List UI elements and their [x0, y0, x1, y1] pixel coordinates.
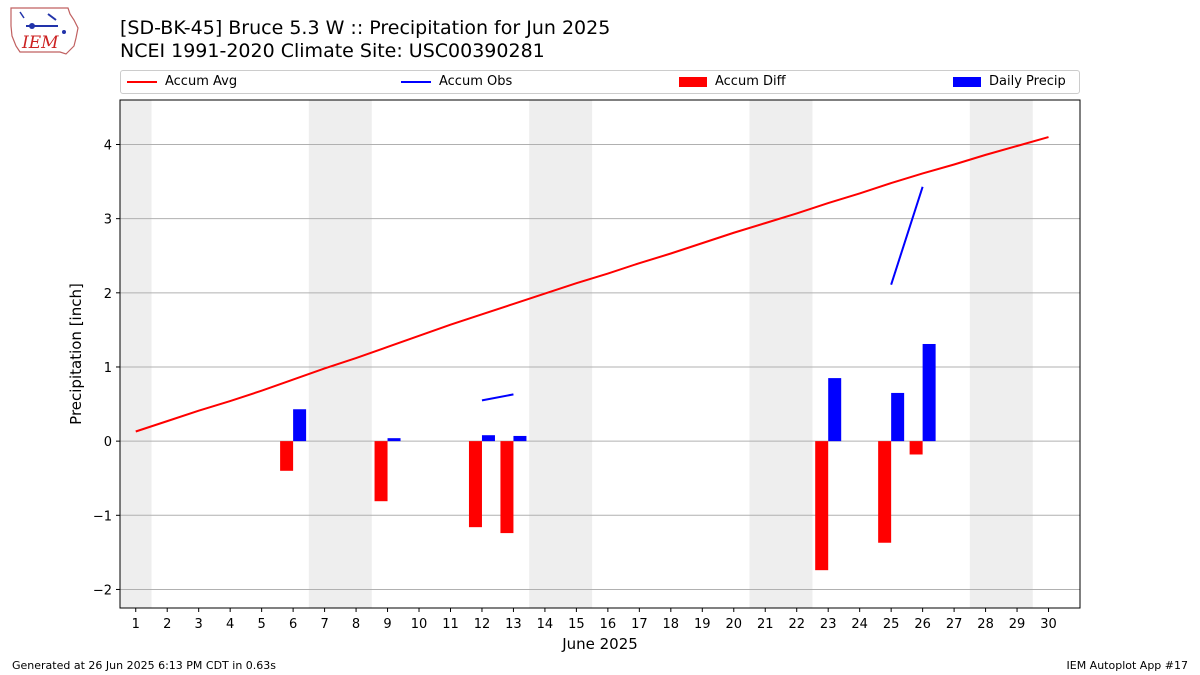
legend-label-accum-diff: Accum Diff — [715, 74, 786, 89]
x-tick-label: 3 — [195, 617, 203, 632]
weekend-band — [969, 100, 1033, 608]
x-tick-label: 16 — [600, 617, 617, 632]
x-tick-label: 1 — [132, 617, 140, 632]
x-tick-label: 19 — [694, 617, 711, 632]
x-tick-label: 12 — [474, 617, 491, 632]
x-tick-label: 25 — [883, 617, 900, 632]
y-tick-label: 3 — [104, 213, 112, 228]
legend-item-accum-diff: Accum Diff — [679, 74, 786, 89]
accum-obs-line — [481, 393, 514, 402]
x-tick-label: 28 — [977, 617, 994, 632]
legend-swatch-accum-diff — [679, 76, 707, 87]
x-tick-label: 15 — [568, 617, 585, 632]
legend-item-daily-precip: Daily Precip — [953, 74, 1066, 89]
legend-item-accum-obs: Accum Obs — [401, 74, 512, 89]
y-tick-label: 2 — [104, 287, 112, 302]
legend-label-daily-precip: Daily Precip — [989, 74, 1066, 89]
generated-footer: Generated at 26 Jun 2025 6:13 PM CDT in … — [12, 659, 277, 672]
x-tick-label: 23 — [820, 617, 837, 632]
accum-avg-line — [135, 136, 1049, 433]
x-tick-label: 7 — [320, 617, 328, 632]
x-tick-label: 6 — [289, 617, 297, 632]
x-tick-label: 22 — [788, 617, 805, 632]
weekend-band — [308, 100, 372, 608]
chart-title: [SD-BK-45] Bruce 5.3 W :: Precipitation … — [120, 17, 611, 39]
accum-diff-bar — [878, 441, 892, 543]
accum-diff-bar — [815, 441, 829, 571]
daily-precip-bar — [891, 392, 905, 442]
weekend-band — [120, 100, 152, 608]
x-tick-label: 29 — [1009, 617, 1026, 632]
x-axis-label: June 2025 — [561, 635, 638, 653]
daily-precip-bar — [293, 409, 307, 442]
legend-label-accum-obs: Accum Obs — [439, 74, 513, 89]
legend-swatch-accum-obs — [401, 80, 431, 83]
legend-swatch-daily-precip — [953, 76, 981, 87]
daily-precip-bar — [922, 343, 936, 442]
accum-obs-line — [890, 186, 924, 285]
app-footer: IEM Autoplot App #17 — [1066, 659, 1189, 672]
logo-text: IEM — [21, 33, 59, 53]
chart-subtitle: NCEI 1991-2020 Climate Site: USC00390281 — [120, 40, 545, 62]
daily-precip-bar — [387, 438, 401, 442]
x-tick-label: 18 — [663, 617, 680, 632]
x-tick-label: 5 — [257, 617, 265, 632]
weekend-band — [529, 100, 593, 608]
x-tick-label: 20 — [725, 617, 742, 632]
x-tick-label: 2 — [163, 617, 171, 632]
y-tick-label: 4 — [104, 138, 112, 153]
y-tick-label: −2 — [93, 583, 112, 598]
x-tick-label: 14 — [537, 617, 554, 632]
weekend-band — [749, 100, 813, 608]
accum-diff-bar — [374, 441, 388, 502]
legend-label-accum-avg: Accum Avg — [165, 74, 238, 89]
daily-precip-bar — [513, 435, 527, 442]
daily-precip-bar — [481, 435, 495, 442]
accum-diff-bar — [280, 441, 294, 471]
iem-logo: IEM — [8, 6, 80, 60]
x-tick-label: 8 — [352, 617, 360, 632]
legend: Accum Avg Accum Obs Accum Diff Daily Pre… — [120, 70, 1080, 94]
x-tick-label: 9 — [383, 617, 391, 632]
daily-precip-bar — [828, 378, 842, 442]
accum-diff-bar — [909, 441, 923, 455]
x-tick-label: 27 — [946, 617, 963, 632]
x-tick-label: 13 — [505, 617, 522, 632]
legend-item-accum-avg: Accum Avg — [127, 74, 237, 89]
x-tick-label: 24 — [851, 617, 868, 632]
accum-diff-bar — [500, 441, 514, 534]
x-tick-label: 10 — [411, 617, 428, 632]
x-tick-label: 11 — [442, 617, 459, 632]
accum-diff-bar — [468, 441, 482, 528]
x-tick-label: 4 — [226, 617, 234, 632]
y-tick-label: 1 — [104, 361, 112, 376]
x-tick-label: 30 — [1040, 617, 1057, 632]
y-tick-label: 0 — [104, 435, 112, 450]
x-tick-label: 21 — [757, 617, 774, 632]
y-axis-label: Precipitation [inch] — [67, 283, 85, 425]
plot-frame — [119, 99, 1081, 609]
y-tick-label: −1 — [93, 509, 112, 524]
x-tick-label: 17 — [631, 617, 648, 632]
x-tick-label: 26 — [914, 617, 931, 632]
legend-swatch-accum-avg — [127, 80, 157, 83]
